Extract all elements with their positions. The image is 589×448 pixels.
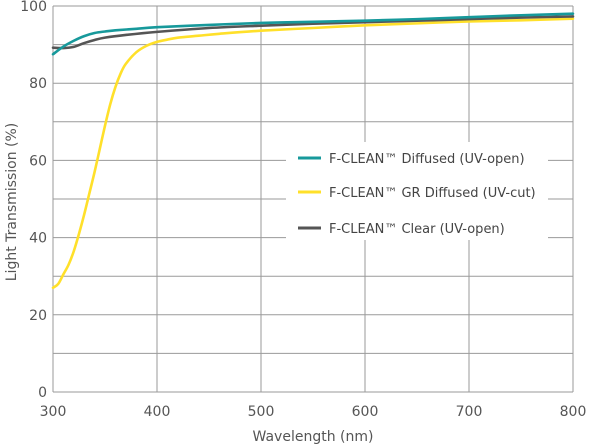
x-tick-label: 700 [456, 404, 483, 420]
x-tick-label: 600 [352, 404, 379, 420]
series-line-clear-uv-open [51, 15, 575, 50]
series-line-diffused-uv-open [51, 12, 575, 56]
x-axis-label: Wavelength (nm) [253, 429, 374, 445]
x-tick-label: 500 [248, 404, 275, 420]
x-tick-label: 800 [560, 404, 587, 420]
legend: F-CLEAN™ Diffused (UV-open) F-CLEAN™ GR D… [286, 142, 548, 240]
legend-label-diffused-uv-open: F-CLEAN™ Diffused (UV-open) [329, 152, 525, 167]
series-line-gr-diffused-uv-cut [51, 17, 575, 290]
x-tick-label: 400 [144, 404, 171, 420]
legend-background [286, 142, 548, 240]
y-tick-label: 40 [29, 231, 47, 247]
x-tick-label: 300 [40, 404, 67, 420]
y-axis-label: Light Transmission (%) [4, 123, 20, 282]
y-tick-label: 80 [29, 76, 47, 92]
legend-label-gr-diffused-uv-cut: F-CLEAN™ GR Diffused (UV-cut) [329, 186, 536, 201]
legend-label-clear-uv-open: F-CLEAN™ Clear (UV-open) [329, 222, 505, 237]
y-tick-label: 0 [38, 385, 47, 401]
y-tick-label: 60 [29, 153, 47, 169]
series-layer [51, 12, 575, 290]
y-tick-label: 20 [29, 308, 47, 324]
tick-layer: 0 20 40 60 80 100 300 400 500 600 700 800 [20, 0, 586, 420]
y-tick-label: 100 [20, 0, 47, 15]
